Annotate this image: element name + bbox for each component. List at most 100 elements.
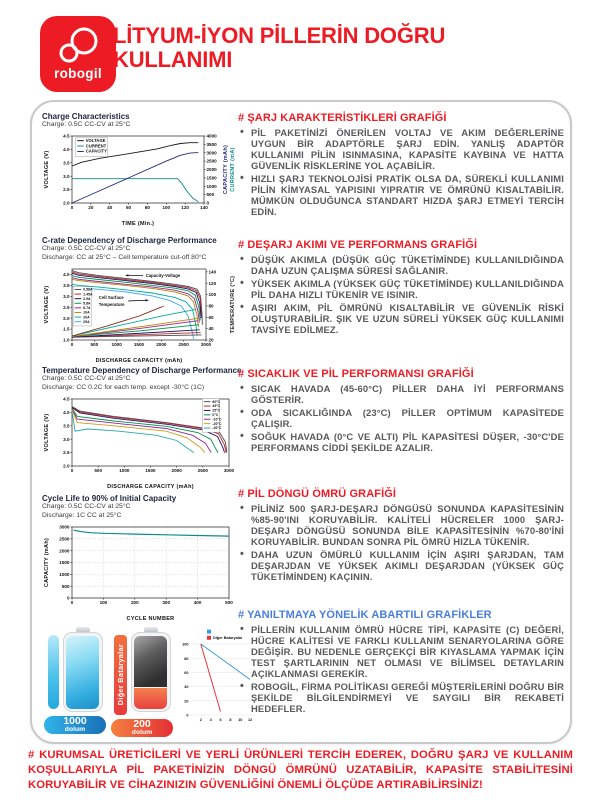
svg-text:6: 6 [219,718,221,722]
svg-text:1.45A: 1.45A [83,292,93,296]
svg-text:2500: 2500 [198,468,209,473]
svg-text:4000: 4000 [207,133,218,138]
section-heading: # ŞARJ KARAKTERİSTİKLERİ GRAFİĞİ [238,112,447,124]
svg-text:VOLTAGE: VOLTAGE [86,138,106,143]
section-sarj-karakteristikleri: # ŞARJ KARAKTERİSTİKLERİ GRAFİĞİ PİL PAK… [238,112,564,219]
bullet: ROBOGİL, FİRMA POLİTİKASI GEREĞİ MÜŞTERİ… [240,680,564,714]
crate-discharge-chart: 0 500 1000 1500 2000 2500 3000 DISCHARGE CAPACI… [42,264,242,369]
svg-text:Temperature: Temperature [99,302,125,307]
svg-text:500: 500 [62,583,70,588]
bullet: AŞIRI AKIM, PİL ÖMRÜNÜ KISALTABİLİR VE G… [240,301,564,335]
svg-text:2.5: 2.5 [63,187,70,192]
svg-text:10A: 10A [83,310,90,314]
svg-text:-20°C: -20°C [212,421,221,425]
section-desarj-akimi: # DEŞARJ AKIMI VE PERFORMANS GRAFİĞİ DÜŞ… [238,239,564,337]
svg-text:300: 300 [162,600,170,605]
svg-text:0: 0 [186,714,188,718]
svg-text:4.5: 4.5 [63,396,70,401]
svg-text:200: 200 [131,600,139,605]
svg-text:Capacity-Voltage: Capacity-Voltage [146,272,181,277]
svg-text:Cell Surface: Cell Surface [99,294,124,299]
svg-text:20: 20 [88,205,94,210]
svg-text:100: 100 [209,292,217,297]
svg-text:3500: 3500 [207,142,218,147]
svg-text:1500: 1500 [207,175,218,180]
section-heading: # YANILTMAYA YÖNELİK ABARTILI GRAFİKLER [238,609,492,621]
bullet: PİL PAKETİNİZİ ÖNERİLEN VOLTAJ VE AKIM D… [240,126,564,171]
svg-text:80: 80 [209,303,215,308]
svg-text:60: 60 [126,205,132,210]
svg-text:500: 500 [225,600,233,605]
chart-title: Cycle Life to 90% of Initial Capacity [42,494,177,503]
svg-text:40: 40 [209,326,215,331]
svg-text:VOLTAGE (V): VOLTAGE (V) [44,285,50,323]
battery-terminal [143,627,158,633]
svg-text:40: 40 [184,685,188,689]
svg-text:4.0: 4.0 [63,147,70,152]
svg-text:0.58A: 0.58A [83,287,93,291]
blue-capsule-bar [47,635,59,709]
svg-text:45°C: 45°C [212,404,220,408]
other-batteries-banner: Diğer Bataryalar [113,635,127,715]
svg-text:1000: 1000 [112,342,123,347]
svg-text:140: 140 [200,205,208,210]
svg-text:2.5: 2.5 [63,304,70,309]
svg-text:2000: 2000 [207,167,218,172]
svg-text:40: 40 [107,205,113,210]
robogil-logo: robogil [40,16,116,92]
svg-text:4.5: 4.5 [63,133,70,138]
svg-text:20: 20 [209,337,215,342]
bullet: DAHA UZUN ÖMÜRLÜ KULLANIM İÇİN AŞIRI ŞAR… [240,548,564,582]
section-heading: # PİL DÖNGÜ ÖMRÜ GRAFİĞİ [238,488,397,500]
svg-text:60: 60 [184,671,188,675]
battery-comparison-illustration: 1000 dolum Diğer Bataryalar 200 dolum [44,626,258,737]
svg-text:3000: 3000 [224,468,235,473]
svg-text:100: 100 [162,205,170,210]
svg-text:CAPACITY (mAh): CAPACITY (mAh) [44,538,50,587]
chart-subtitle: Discharge: CC 0.2C for each temp. except… [42,383,205,391]
bullet: SICAK HAVADA (45-60°C) PİLLER DAHA İYİ P… [240,382,564,405]
section-dongu-omru: # PİL DÖNGÜ ÖMRÜ GRAFİĞİ PİLİNİZ 500 ŞAR… [238,488,564,584]
svg-text:3.5: 3.5 [63,283,70,288]
battery-full-illustration [62,627,103,712]
svg-text:0: 0 [67,595,70,600]
svg-text:500: 500 [90,342,98,347]
robogil-logo-icon [59,27,98,63]
svg-text:60°C: 60°C [212,399,220,403]
svg-text:3.5: 3.5 [63,160,70,165]
svg-text:20: 20 [184,699,188,703]
svg-text:1500: 1500 [134,342,145,347]
chart-title: Charge Characteristics [42,112,130,121]
svg-text:2.0: 2.0 [63,463,70,468]
svg-text:3.0: 3.0 [63,436,70,441]
svg-text:0°C: 0°C [212,413,218,417]
svg-text:1500: 1500 [59,560,70,565]
svg-text:Diğer Bataryalar: Diğer Bataryalar [213,636,243,640]
svg-text:140: 140 [209,269,217,274]
svg-text:0: 0 [71,205,74,210]
section-sicaklik-performans: # SICAKLIK VE PİL PERFORMANSI GRAFİĞİ SI… [238,368,564,455]
svg-text:CURRENT (mA): CURRENT (mA) [230,147,236,192]
svg-text:VOLTAGE (V): VOLTAGE (V) [44,150,50,188]
svg-text:2000: 2000 [59,548,70,553]
svg-text:12: 12 [248,718,252,722]
svg-text:3000: 3000 [201,342,212,347]
chart-title: C-rate Dependency of Discharge Performan… [42,236,217,245]
svg-text:0: 0 [71,600,74,605]
chart-subtitle: Discharge: CC at 25°C – Cell temperature… [42,253,207,261]
svg-text:DISCHARGE CAPACITY (mAh): DISCHARGE CAPACITY (mAh) [96,358,183,364]
svg-text:2.9A: 2.9A [83,297,91,301]
svg-text:DISCHARGE CAPACITY (mAh): DISCHARGE CAPACITY (mAh) [107,484,194,490]
bullet: PİLLERİN KULLANIM ÖMRÜ HÜCRE TİPİ, KAPAS… [240,623,564,679]
svg-text:500: 500 [94,468,102,473]
bullet: DÜŞÜK AKIMLA (DÜŞÜK GÜÇ TÜKETİMİNDE) KUL… [240,253,564,276]
svg-text:80: 80 [184,657,188,661]
svg-text:8.7A: 8.7A [83,306,91,310]
chart-block-crate: C-rate Dependency of Discharge Performan… [42,236,242,369]
logo-text: robogil [54,66,102,81]
chart-subtitle: Charge: 0.5C CC-CV at 25°C [42,503,131,510]
chart-subtitle: Charge: 0.5C CC-CV at 25°C [42,245,131,252]
svg-text:2.0: 2.0 [63,200,70,205]
bad-battery-badge: 200 dolum [111,719,173,737]
svg-text:2000: 2000 [172,468,183,473]
